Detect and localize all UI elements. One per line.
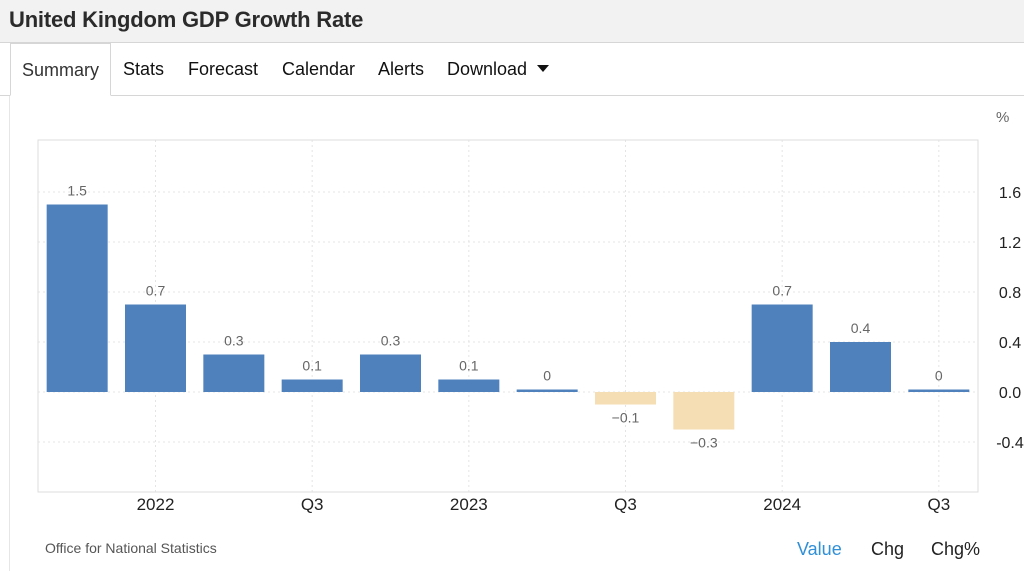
chart-bars — [46, 204, 970, 430]
panel-left-border — [9, 96, 10, 571]
x-tick-label: 2022 — [137, 495, 175, 514]
bar[interactable] — [360, 354, 421, 393]
bar-value-label: −0.1 — [612, 410, 640, 426]
bar[interactable] — [46, 204, 108, 393]
page-title: United Kingdom GDP Growth Rate — [9, 7, 364, 32]
title-bar: United Kingdom GDP Growth Rate — [0, 0, 1024, 43]
y-tick-label: -0.4 — [996, 435, 1024, 452]
bar-value-label: 0 — [543, 368, 551, 384]
mode-value-button[interactable]: Value — [797, 539, 842, 559]
y-tick-label: 1.6 — [999, 185, 1021, 202]
chart-value-labels: 1.5 0.7 0.3 0.1 0.3 0.1 0 −0.1 −0.3 0.7 0.4 0 — [67, 183, 943, 451]
x-tick-label: Q3 — [614, 495, 637, 514]
bar[interactable] — [830, 342, 891, 392]
caret-down-icon — [537, 65, 550, 72]
bar[interactable] — [125, 304, 186, 393]
y-axis-ticks: 1.6 1.2 0.8 0.4 0.0 -0.4 — [996, 185, 1024, 452]
bar[interactable] — [595, 392, 656, 405]
tab-summary[interactable]: Summary — [10, 43, 112, 96]
bar-value-label: 0.1 — [459, 358, 479, 374]
y-tick-label: 1.2 — [999, 235, 1021, 252]
x-tick-label: Q3 — [301, 495, 324, 514]
x-tick-label: Q3 — [927, 495, 950, 514]
tab-calendar[interactable]: Calendar — [282, 59, 356, 79]
bar-value-label: 0.3 — [381, 333, 401, 349]
tab-bar: Summary Stats Forecast Calendar Alerts D… — [0, 43, 1024, 96]
x-tick-label: 2023 — [450, 495, 488, 514]
bar[interactable] — [203, 354, 265, 393]
bar[interactable] — [438, 379, 500, 393]
tab-download-label: Download — [447, 59, 528, 79]
tab-stats[interactable]: Stats — [123, 59, 165, 79]
bar[interactable] — [908, 389, 970, 393]
x-tick-label: 2024 — [763, 495, 801, 514]
plot-area-frame — [37, 139, 979, 493]
bar-value-label: 0 — [935, 368, 943, 384]
bar[interactable] — [516, 389, 578, 393]
bar-value-label: −0.3 — [690, 435, 718, 451]
mode-chg-button[interactable]: Chg — [871, 539, 905, 559]
bar[interactable] — [673, 392, 735, 430]
source-label: Office for National Statistics — [45, 540, 217, 556]
y-tick-label: 0.8 — [999, 285, 1021, 302]
bar-value-label: 0.7 — [772, 283, 792, 299]
y-tick-label: 0.4 — [999, 335, 1021, 352]
x-axis-ticks: 2022 Q3 2023 Q3 2024 Q3 — [137, 495, 951, 514]
mode-chg-percent-button[interactable]: Chg% — [931, 539, 981, 559]
y-tick-label: 0.0 — [999, 385, 1021, 402]
bar[interactable] — [281, 379, 343, 393]
bar-value-label: 0.1 — [302, 358, 322, 374]
bar-value-label: 0.3 — [224, 333, 244, 349]
bar-value-label: 0.4 — [851, 320, 871, 336]
tab-forecast[interactable]: Forecast — [188, 59, 259, 79]
chart-grid — [38, 140, 978, 492]
bar[interactable] — [751, 304, 813, 393]
tab-alerts[interactable]: Alerts — [378, 59, 425, 79]
tab-download[interactable]: Download — [447, 43, 550, 96]
bar-value-label: 1.5 — [67, 183, 87, 199]
bar-value-label: 0.7 — [146, 283, 166, 299]
y-axis-unit: % — [996, 109, 1009, 126]
